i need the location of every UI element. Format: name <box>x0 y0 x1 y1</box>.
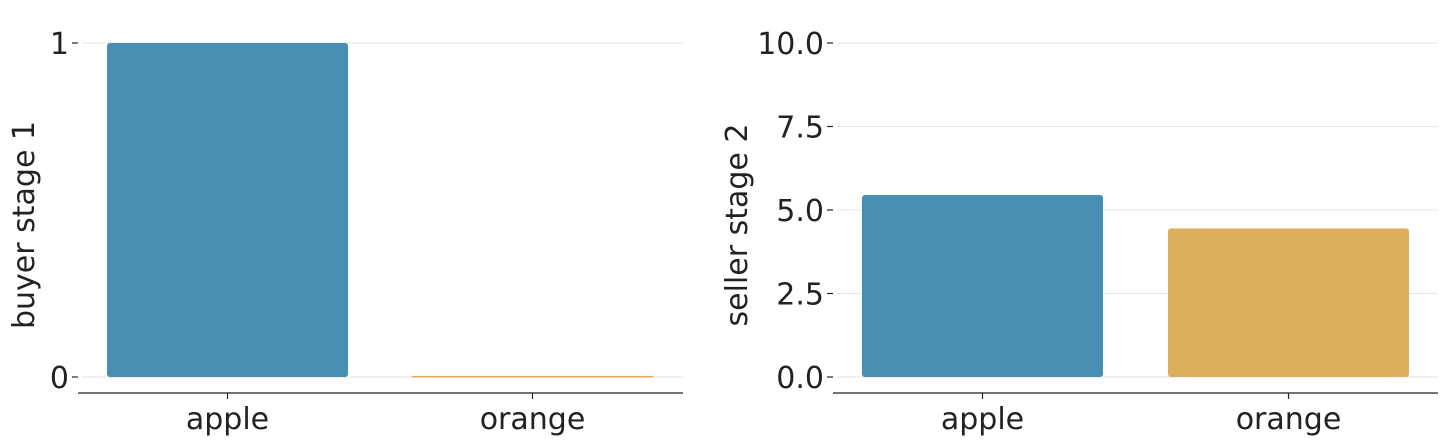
y-tick-label: 5.0 <box>776 194 824 229</box>
y-tick-label: 7.5 <box>776 111 824 146</box>
y-axis-title: buyer stage 1 <box>7 121 42 329</box>
y-tick-label: 10.0 <box>757 27 824 62</box>
x-tick-label-orange: orange <box>480 402 586 437</box>
bar-orange <box>1168 228 1409 377</box>
bar-orange <box>411 375 654 378</box>
x-tick-label-apple: apple <box>941 402 1024 437</box>
x-tick-label-apple: apple <box>186 402 269 437</box>
chart-panel-buyer-stage-1: 0 1 apple orange buyer stage 1 <box>7 27 683 437</box>
y-tick-label: 0 <box>50 361 69 396</box>
chart-panel-seller-stage-2: 0.0 2.5 5.0 7.5 10.0 apple orange seller stage … <box>720 27 1438 437</box>
bar-apple <box>107 43 348 377</box>
bar-apple <box>862 194 1103 377</box>
y-tick-label: 1 <box>50 27 69 62</box>
x-tick-label-orange: orange <box>1236 402 1342 437</box>
y-tick-label: 0.0 <box>776 361 824 396</box>
y-axis-title: seller stage 2 <box>720 124 755 327</box>
y-tick-label: 2.5 <box>776 278 824 313</box>
